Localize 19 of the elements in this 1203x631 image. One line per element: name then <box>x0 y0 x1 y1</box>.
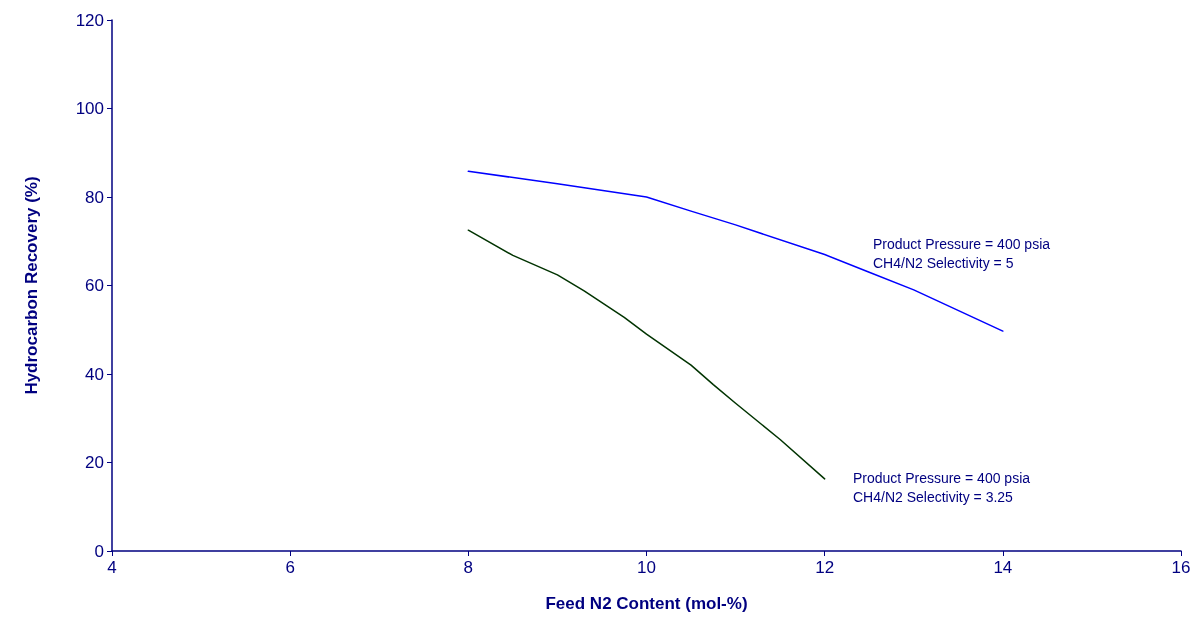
line-series <box>467 229 826 480</box>
x-tick-label: 6 <box>285 558 295 577</box>
x-tick-label: 8 <box>463 558 474 577</box>
x-axis-title: Feed N2 Content (mol-%) <box>545 594 748 613</box>
annotation: Product Pressure = 400 psia CH4/N2 Selectivity = 3.25 <box>853 469 1031 505</box>
y-axis-title: Hydrocarbon Recovery (%) <box>22 176 41 395</box>
y-tick-label: 20 <box>85 453 104 472</box>
y-tick-label: 60 <box>85 276 104 295</box>
y-tick-label: 100 <box>75 99 104 118</box>
x-tick-label: 12 <box>815 558 835 577</box>
y-tick-label: 120 <box>75 10 104 30</box>
x-tick-label: 14 <box>993 558 1013 577</box>
x-tick-label: 10 <box>637 558 656 577</box>
x-tick-label: 4 <box>107 558 117 577</box>
annotation: Product Pressure = 400 psia CH4/N2 Selectivity = 5 <box>873 235 1051 271</box>
y-tick-label: 40 <box>85 364 104 384</box>
y-tick-label: 80 <box>85 187 104 207</box>
y-tick-label: 0 <box>94 541 104 561</box>
x-tick-label: 16 <box>1171 558 1191 577</box>
